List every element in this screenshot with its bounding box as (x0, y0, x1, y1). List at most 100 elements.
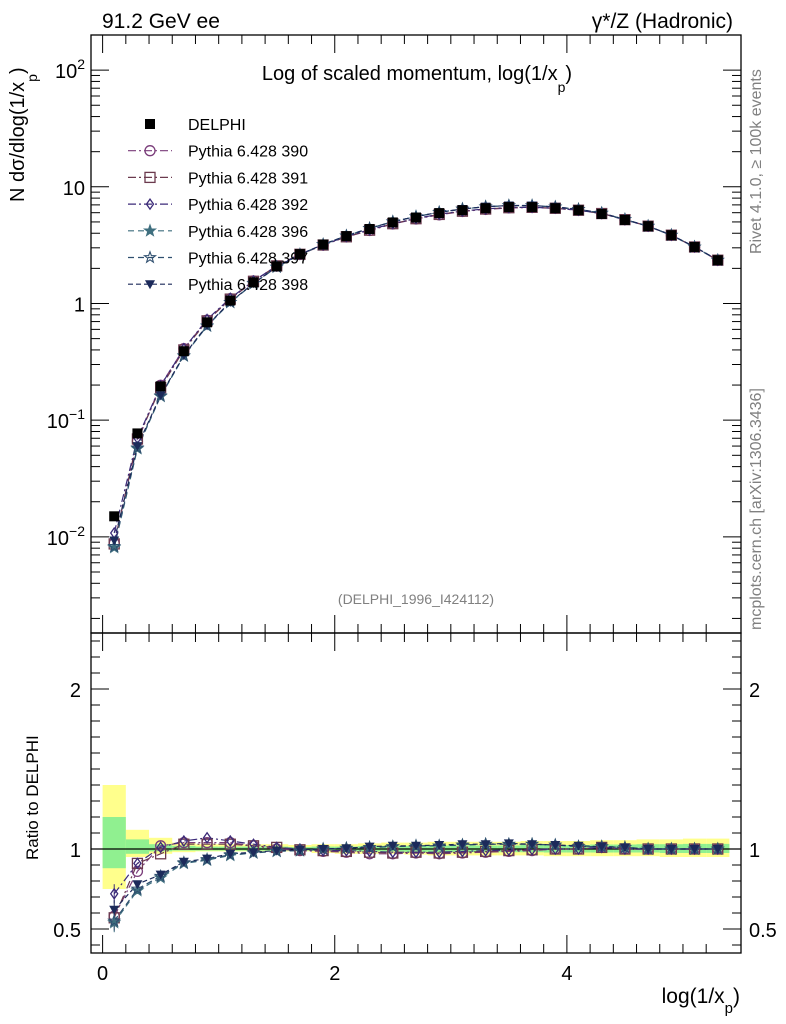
data-point (411, 212, 421, 223)
ratio-series-point-1 (154, 848, 167, 860)
main-series-point-5 (155, 391, 166, 401)
main-title-text: Log of scaled momentum, log(1/x (262, 63, 558, 85)
x-tick-label: 4 (561, 963, 572, 985)
legend-marker-data (145, 119, 155, 129)
ratio-series-point-2 (481, 844, 490, 857)
legend-label-5: Pythia 6.428 398 (188, 277, 308, 294)
main-y-tick-label: 10 (63, 178, 85, 200)
data-point (503, 202, 514, 213)
ratio-series-point-5 (364, 842, 375, 852)
main-y-tick-label-exp: −2 (69, 523, 85, 539)
ratio-series-point-5 (503, 839, 514, 849)
x-axis-label: log(1/xp) (662, 985, 740, 1017)
legend-label-1: Pythia 6.428 391 (188, 170, 308, 187)
data-point (387, 217, 398, 228)
main-series-point-5 (132, 442, 143, 452)
main-title-close: ) (565, 63, 572, 85)
ratio-series-point-5 (178, 857, 189, 867)
legend-marker-0 (144, 145, 156, 157)
data-point (364, 223, 375, 234)
ratio-series-point-5 (248, 848, 259, 858)
ratio-series-point-5 (434, 841, 445, 850)
ratio-band-green (125, 839, 150, 854)
ratio-y-tick-label-left: 1 (70, 840, 81, 862)
ratio-series-line-5 (113, 842, 718, 911)
ratio-series-point-2 (202, 831, 212, 844)
analysis-watermark: (DELPHI_1996_I424112) (338, 591, 494, 607)
ratio-y-tick-label-left: 0.5 (53, 920, 81, 942)
ratio-y-tick-label-right: 0.5 (749, 920, 777, 942)
main-y-label-close: ) (7, 67, 29, 74)
x-axis-label-text: log(1/x (662, 985, 726, 1008)
header-right: γ*/Z (Hadronic) (592, 10, 733, 33)
main-y-label-sub: p (24, 74, 40, 82)
data-point (109, 511, 120, 522)
main-y-tick-label: 10−2 (47, 523, 85, 550)
main-y-tick-label: 10−1 (47, 406, 85, 433)
ratio-series-line-3 (113, 843, 718, 923)
ratio-series-line-2 (113, 837, 718, 895)
ratio-series-point-0 (154, 840, 167, 852)
ratio-series-point-5 (387, 841, 398, 851)
ratio-series-point-2 (411, 846, 421, 859)
data-point (178, 346, 189, 357)
ratio-series-point-2 (156, 841, 165, 854)
ratio-series-point-5 (689, 845, 700, 854)
data-point (689, 241, 700, 252)
main-y-tick-label-base: 10 (55, 61, 77, 83)
data-point (573, 205, 584, 216)
ratio-series-point-2 (458, 845, 467, 858)
mcplots-label: mcplots.cern.ch [arXiv:1306.3436] (748, 388, 765, 630)
legend: DELPHI Pythia 6.428 390 Pythia 6.428 391 Py… (128, 117, 308, 294)
main-y-tick-label-base: 10 (47, 411, 69, 433)
ratio-y-tick-label-left: 2 (70, 680, 81, 702)
ratio-series-point-2 (434, 846, 444, 859)
ratio-series-point-5 (712, 845, 723, 854)
ratio-series-point-5 (109, 905, 120, 915)
main-series-point-4 (107, 538, 122, 553)
data-point (527, 202, 538, 213)
ratio-series-point-0 (131, 865, 144, 878)
data-point (271, 261, 282, 272)
main-title-sub: p (558, 79, 566, 95)
data-point (480, 203, 491, 214)
legend-marker-1 (144, 171, 156, 184)
data-point (248, 277, 259, 288)
main-y-tick-label: 102 (55, 56, 85, 83)
ratio-series-point-5 (318, 845, 329, 854)
legend-marker-3 (142, 223, 158, 237)
ratio-y-tick-label-right: 2 (749, 680, 760, 702)
ratio-band-green (102, 817, 126, 869)
ratio-series-point-5 (225, 849, 236, 859)
ratio-series-point-5 (457, 840, 468, 850)
x-axis-label-sub: p (725, 1000, 733, 1017)
legend-label-0: Pythia 6.428 390 (188, 144, 308, 161)
ratio-series-line-4 (113, 843, 718, 922)
legend-marker-4 (142, 250, 158, 264)
ratio-series-point-4 (107, 913, 122, 927)
ratio-plot-layer (91, 785, 741, 933)
ratio-series-point-5 (411, 841, 421, 851)
main-y-tick-label-exp: −1 (69, 406, 85, 422)
legend-marker-5 (145, 280, 155, 290)
ratio-series-point-5 (294, 845, 305, 855)
main-y-tick-label-base: 1 (74, 294, 85, 316)
ratio-series-point-2 (109, 887, 119, 900)
ratio-series-point-5 (202, 854, 213, 864)
ratio-series-point-5 (643, 845, 654, 854)
data-point (457, 205, 468, 216)
data-point (596, 208, 607, 219)
main-series-line-5 (113, 204, 719, 541)
data-point (666, 230, 677, 241)
legend-label-4: Pythia 6.428 397 (188, 251, 308, 268)
main-y-label-text: N dσ/dlog(1/x (7, 82, 29, 202)
ratio-series-point-2 (179, 834, 189, 848)
ratio-series-point-5 (155, 870, 166, 880)
ratio-series-point-5 (619, 843, 630, 853)
ratio-series-point-2 (225, 834, 235, 848)
data-point (225, 295, 236, 306)
ratio-frame (90, 632, 742, 954)
legend-label-3: Pythia 6.428 396 (188, 224, 308, 241)
